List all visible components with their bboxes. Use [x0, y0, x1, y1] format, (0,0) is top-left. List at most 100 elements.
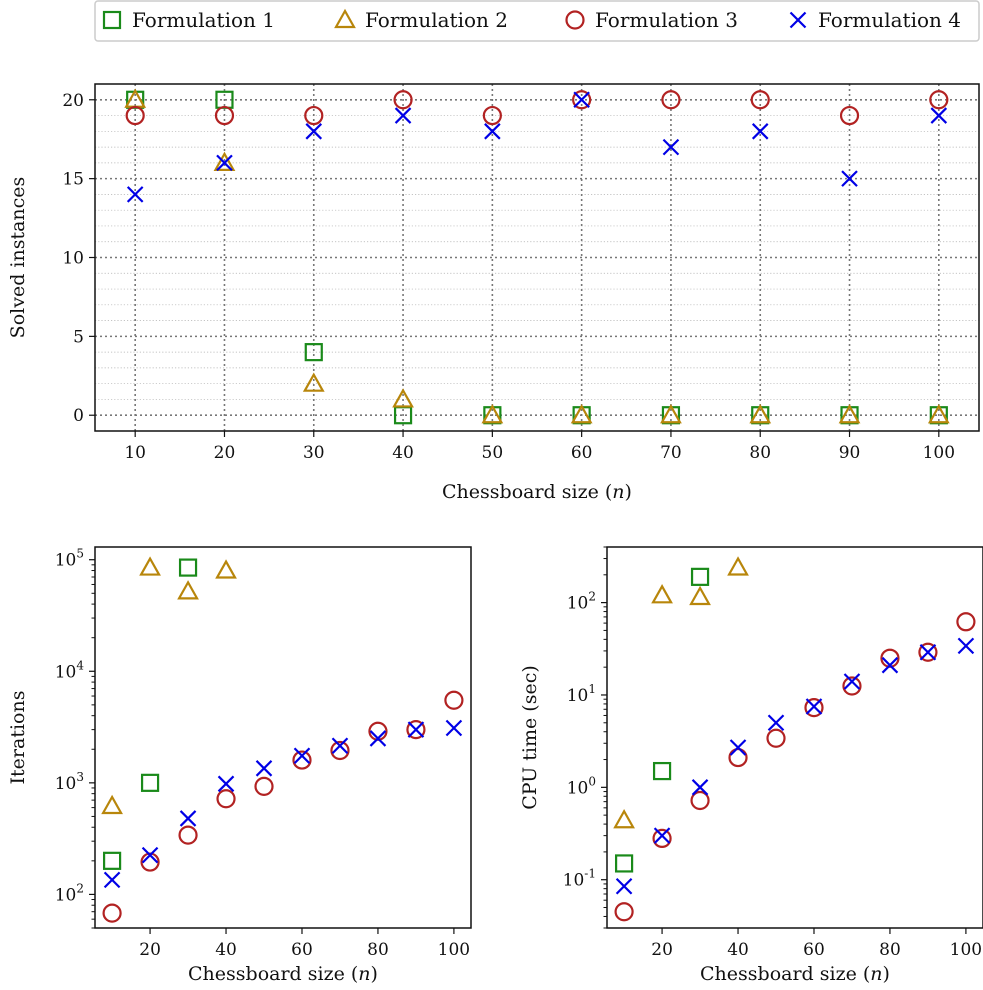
data-point-formulation-3	[842, 676, 862, 696]
data-point-formulation-2	[302, 372, 325, 392]
data-point-formulation-2	[101, 794, 123, 815]
y-tick-label: 10-1	[563, 867, 596, 891]
data-point-formulation-2	[570, 403, 593, 424]
x-tick-label: 60	[803, 940, 825, 960]
x-tick-label: 40	[215, 940, 237, 960]
data-point-formulation-1	[614, 854, 634, 873]
data-point-formulation-3	[444, 690, 464, 710]
legend-marker-formulation-4	[789, 11, 807, 29]
data-point-formulation-3	[918, 642, 938, 662]
data-point-formulation-4	[445, 719, 463, 737]
data-point-formulation-3	[750, 90, 770, 110]
x-tick-label: 80	[749, 443, 771, 463]
series-formulation-3	[614, 612, 976, 922]
data-point-formulation-2	[749, 403, 772, 424]
data-point-formulation-4	[881, 656, 899, 674]
data-point-formulation-3	[956, 612, 976, 632]
legend-frame	[94, 0, 980, 42]
data-point-formulation-4	[126, 186, 144, 203]
legend: Formulation 1 Formulation 2 Formulation 3 F…	[94, 0, 980, 42]
data-point-formulation-4	[930, 107, 948, 124]
x-axis-title: Chessboard size (n)	[442, 481, 632, 503]
legend-label-formulation-1: Formulation 1	[132, 8, 275, 32]
data-point-formulation-1	[690, 567, 710, 586]
data-point-formulation-3	[330, 740, 350, 761]
y-tick-label: 10	[62, 249, 84, 269]
data-point-formulation-3	[804, 697, 824, 718]
data-point-formulation-2	[660, 403, 682, 424]
data-point-formulation-4	[691, 779, 709, 796]
legend-marker-formulation-1	[102, 10, 122, 30]
x-tick-label: 80	[879, 940, 901, 960]
data-point-formulation-3	[839, 105, 860, 126]
series-formulation-4	[103, 719, 463, 889]
legend-marker-formulation-2	[334, 8, 356, 29]
y-tick-label: 0	[73, 406, 84, 426]
data-point-formulation-3	[214, 105, 235, 126]
data-point-formulation-2	[927, 403, 950, 424]
data-point-formulation-1	[304, 343, 323, 362]
data-point-formulation-3	[728, 747, 748, 768]
data-point-formulation-4	[729, 739, 747, 756]
data-point-formulation-4	[103, 871, 121, 889]
y-tick-label: 104	[55, 658, 85, 682]
grid-lines	[95, 84, 979, 431]
data-point-formulation-4	[751, 123, 769, 140]
y-tick-label: 102	[55, 881, 84, 905]
y-tick-label: 105	[55, 547, 84, 571]
data-point-formulation-2	[838, 403, 861, 424]
iterations-chart: 20 40 60 80 100 102 103 104 105 Chessboard size (…	[7, 546, 472, 985]
data-point-formulation-3	[690, 790, 710, 811]
data-point-formulation-3	[661, 90, 681, 110]
data-point-formulation-1	[178, 558, 198, 577]
data-point-formulation-2	[139, 556, 161, 576]
y-axis-title: Solved instances	[7, 177, 29, 339]
data-point-formulation-4	[141, 846, 159, 864]
x-tick-label: 20	[214, 443, 236, 463]
data-point-formulation-4	[841, 170, 858, 187]
series-formulation-2	[613, 556, 749, 829]
x-tick-label: 100	[950, 940, 982, 960]
data-point-formulation-4	[843, 673, 861, 690]
plot-frame	[606, 546, 983, 929]
x-tick-label: 10	[124, 443, 146, 463]
y-tick-label: 103	[55, 770, 84, 794]
series-formulation-3	[125, 90, 949, 126]
data-point-formulation-4	[573, 91, 590, 109]
data-point-formulation-3	[254, 776, 274, 796]
x-tick-label: 90	[839, 443, 861, 463]
series-formulation-1	[614, 567, 710, 873]
x-tick-label: 60	[291, 940, 313, 960]
plot-frame	[94, 546, 472, 929]
x-axis-title: Chessboard size (n)	[188, 963, 378, 985]
data-point-formulation-4	[662, 138, 680, 156]
cpu-time-chart: 20 40 60 80 100 10-1 100 101 102 Chessboard size …	[519, 546, 983, 985]
x-tick-label: 40	[727, 940, 749, 960]
data-point-formulation-4	[615, 877, 633, 895]
data-point-formulation-3	[929, 90, 949, 110]
data-point-formulation-3	[304, 105, 324, 126]
y-tick-label: 100	[567, 774, 596, 798]
data-point-formulation-4	[217, 775, 235, 793]
series-formulation-4	[615, 637, 975, 895]
data-point-formulation-4	[369, 730, 387, 747]
y-tick-label: 5	[73, 327, 84, 347]
x-tick-label: 40	[392, 443, 414, 463]
data-point-formulation-4	[805, 698, 823, 715]
data-point-formulation-2	[213, 151, 236, 171]
data-point-formulation-3	[140, 852, 160, 872]
data-point-formulation-3	[216, 789, 236, 809]
data-point-formulation-2	[727, 556, 749, 576]
y-tick-label: 20	[62, 91, 84, 111]
data-point-formulation-3	[406, 720, 426, 740]
data-point-formulation-2	[215, 559, 237, 579]
x-tick-label: 20	[139, 940, 161, 960]
x-tick-label: 50	[482, 443, 504, 463]
legend-marker-formulation-3	[565, 10, 585, 30]
legend-label-formulation-3: Formulation 3	[595, 8, 738, 32]
data-point-formulation-3	[393, 90, 413, 110]
data-point-formulation-3	[572, 90, 592, 110]
data-point-formulation-3	[766, 728, 786, 748]
y-tick-label: 102	[567, 590, 596, 614]
data-point-formulation-4	[179, 810, 197, 827]
